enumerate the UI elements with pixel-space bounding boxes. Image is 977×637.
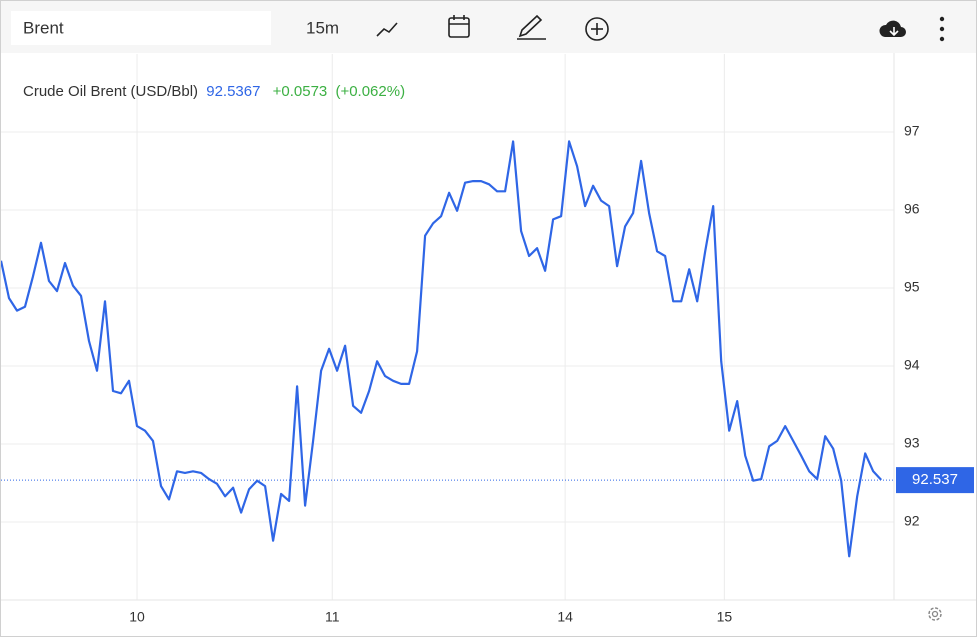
y-tick-label: 92	[904, 513, 920, 529]
add-indicator-icon[interactable]	[585, 17, 609, 41]
interval-button[interactable]: 15m	[306, 18, 339, 37]
y-tick-label: 94	[904, 357, 920, 373]
download-icon[interactable]	[879, 20, 906, 37]
menu-icon[interactable]	[939, 16, 945, 42]
last-price-label: 92.537	[912, 471, 958, 488]
settings-icon[interactable]	[928, 607, 942, 621]
price-line-series	[1, 140, 883, 558]
x-tick-label: 14	[557, 609, 573, 625]
y-tick-label: 93	[904, 435, 920, 451]
y-tick-label: 97	[904, 123, 920, 139]
x-tick-label: 11	[325, 609, 340, 625]
draw-icon[interactable]	[517, 14, 546, 40]
x-tick-label: 15	[717, 609, 733, 625]
change-percent: (+0.062%)	[335, 83, 405, 100]
last-price: 92.5367	[206, 83, 260, 100]
chart-title: Crude Oil Brent (USD/Bbl) 92.5367 +0.057…	[23, 83, 405, 100]
x-tick-label: 10	[129, 609, 145, 625]
instrument-name: Crude Oil Brent (USD/Bbl)	[23, 83, 198, 100]
symbol-input[interactable]	[11, 11, 271, 45]
symbol-text: Brent	[23, 18, 64, 37]
y-tick-label: 95	[904, 279, 920, 295]
change: +0.0573	[273, 83, 328, 100]
chart-type-icon[interactable]	[376, 22, 398, 37]
last-price-box	[896, 467, 974, 494]
y-tick-label: 96	[904, 201, 920, 217]
calendar-icon[interactable]	[448, 15, 470, 38]
